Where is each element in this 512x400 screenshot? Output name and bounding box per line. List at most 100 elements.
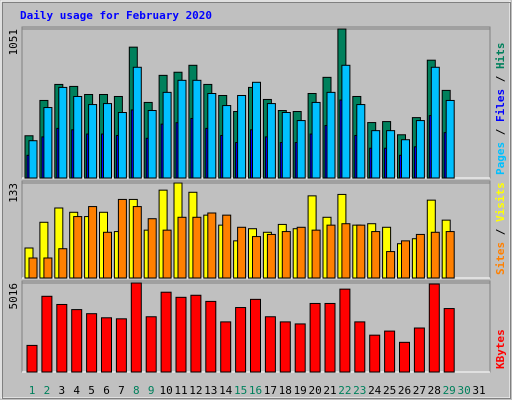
- x-tick-label: 30: [457, 384, 470, 397]
- bar: [399, 341, 410, 373]
- x-tick-label: 19: [294, 384, 307, 397]
- legend: Sites / Visits: [494, 182, 507, 275]
- bar: [28, 257, 38, 279]
- x-tick-label: 26: [398, 384, 411, 397]
- bar: [222, 105, 232, 179]
- bar: [356, 224, 366, 279]
- y-tick-label: 133: [7, 183, 20, 203]
- bar: [43, 107, 53, 179]
- bar: [311, 229, 321, 279]
- bar: [264, 316, 276, 373]
- bar: [445, 231, 455, 279]
- bar: [147, 218, 157, 279]
- bar: [279, 321, 291, 373]
- x-tick-label: 23: [353, 384, 366, 397]
- bar: [281, 112, 291, 179]
- bar: [192, 79, 202, 179]
- x-tick-label: 14: [219, 384, 233, 397]
- x-tick-label: 15: [234, 384, 247, 397]
- legend-entry: Hits: [494, 43, 507, 70]
- bar: [341, 223, 351, 279]
- y-tick-label: 5016: [7, 283, 20, 310]
- x-tick-label: 21: [323, 384, 336, 397]
- bar: [309, 302, 321, 373]
- x-tick-label: 3: [58, 384, 65, 397]
- bar: [147, 110, 157, 179]
- bar: [428, 283, 440, 373]
- bar: [101, 317, 112, 373]
- chart-title: Daily usage for February 2020: [20, 9, 212, 22]
- bar: [115, 318, 127, 373]
- bar: [220, 321, 232, 373]
- x-tick-label: 29: [443, 384, 456, 397]
- bar: [401, 240, 410, 279]
- x-tick-label: 10: [159, 384, 172, 397]
- bar: [26, 344, 38, 373]
- bar: [356, 104, 366, 179]
- x-tick-label: 2: [44, 384, 51, 397]
- bar: [281, 231, 291, 279]
- legend-separator: /: [494, 222, 507, 242]
- bar: [177, 79, 187, 179]
- x-tick-label: 17: [264, 384, 277, 397]
- bar: [384, 330, 396, 373]
- bar: [326, 224, 336, 279]
- bar: [71, 309, 83, 373]
- bar: [266, 103, 276, 179]
- bar: [162, 91, 172, 179]
- legend: Pages / Files / Hits: [494, 43, 507, 176]
- bar: [326, 91, 336, 179]
- bar: [371, 231, 381, 279]
- bar: [56, 303, 68, 373]
- bar: [266, 233, 276, 279]
- legend-separator: /: [494, 69, 507, 89]
- bar: [386, 251, 396, 279]
- bar: [237, 94, 247, 179]
- bar: [73, 216, 83, 279]
- x-tick-label: 8: [133, 384, 140, 397]
- x-tick-label: 13: [204, 384, 217, 397]
- bar: [339, 288, 351, 373]
- bar: [73, 95, 83, 179]
- bar: [162, 229, 172, 279]
- bar: [145, 316, 157, 373]
- x-tick-label: 25: [383, 384, 396, 397]
- bar: [177, 216, 187, 279]
- legend-entry: Sites: [494, 242, 507, 275]
- x-tick-label: 6: [103, 384, 110, 397]
- bar: [252, 236, 261, 279]
- legend: KBytes: [494, 329, 507, 369]
- bar: [207, 212, 217, 279]
- y-tick-label: 1051: [7, 29, 20, 56]
- bar: [103, 231, 112, 279]
- bar: [132, 66, 142, 179]
- bar: [103, 103, 112, 179]
- bar: [86, 313, 98, 373]
- bar: [117, 112, 127, 179]
- x-tick-label: 27: [413, 384, 426, 397]
- bar: [371, 130, 381, 179]
- legend-entry: Pages: [494, 142, 507, 175]
- x-tick-label: 22: [338, 384, 351, 397]
- x-tick-label: 7: [118, 384, 125, 397]
- bar: [130, 282, 142, 373]
- bar: [28, 140, 38, 179]
- bar: [445, 99, 455, 179]
- x-tick-label: 18: [279, 384, 292, 397]
- bar: [369, 334, 381, 373]
- bar: [252, 81, 261, 179]
- x-tick-label: 20: [308, 384, 321, 397]
- bar: [430, 66, 440, 179]
- x-tick-label: 12: [189, 384, 202, 397]
- x-tick-label: 9: [148, 384, 155, 397]
- bar: [415, 120, 425, 179]
- legend-entry: KBytes: [494, 329, 507, 369]
- bar: [311, 101, 321, 179]
- bar: [222, 214, 232, 279]
- bar: [430, 231, 440, 279]
- bar: [192, 216, 202, 279]
- bar: [190, 294, 202, 373]
- bar: [401, 139, 410, 179]
